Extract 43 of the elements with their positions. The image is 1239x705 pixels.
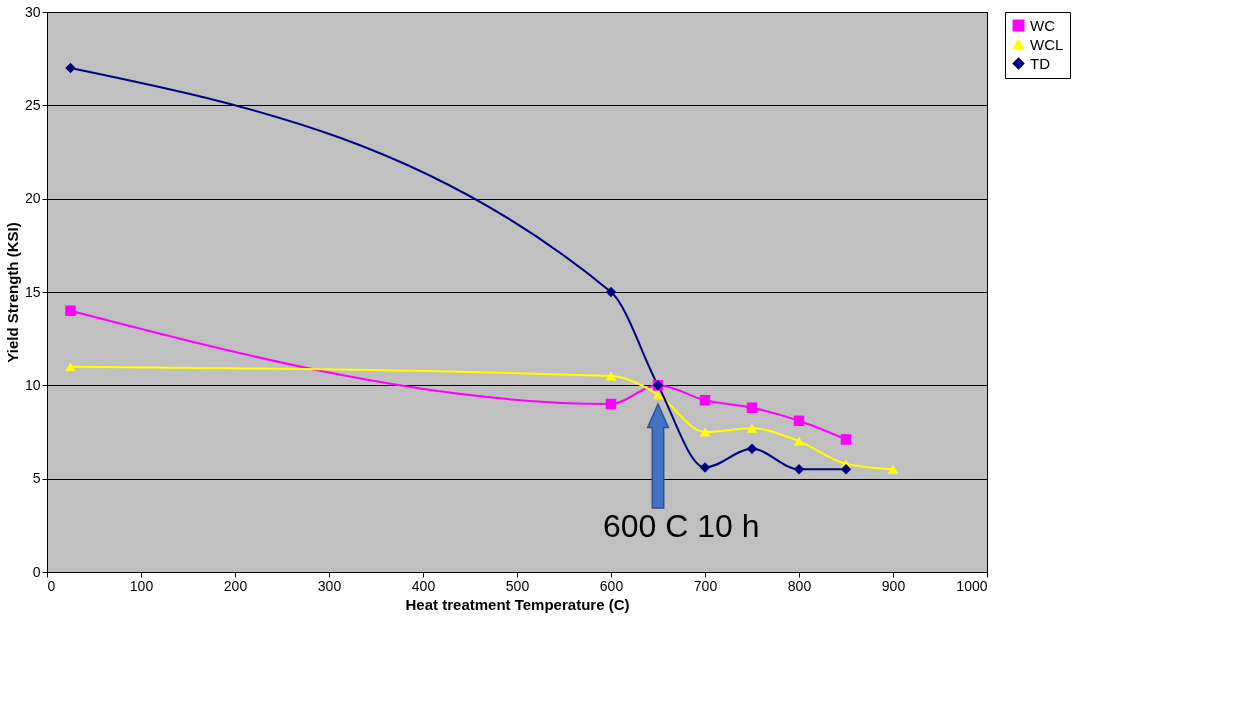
point [840,464,852,475]
point [840,434,852,445]
x-tick-label: 500 [505,577,530,594]
legend-label: WC [1030,16,1056,34]
y-tick-label: 0 [32,563,41,580]
annotation: 600 C 10 h [603,508,760,544]
point [605,286,617,298]
x-tick-label: 600 [599,577,624,594]
x-tick-label: 400 [411,577,436,594]
point [605,371,617,381]
legend-label: TD [1030,54,1051,72]
x-tick-label: 800 [787,577,812,594]
point [793,464,805,475]
point [65,305,76,316]
point [699,427,711,437]
point [605,398,617,410]
point [887,464,899,474]
point [746,443,758,455]
point [65,362,76,372]
y-tick-label: 30 [24,3,41,20]
y-tick-label: 25 [24,96,41,113]
x-axis-title: Heat treatment Temperature (C) [405,595,630,613]
legend-label: WCL [1030,35,1064,53]
x-tick-label: 0 [47,577,56,594]
point [65,62,76,74]
point [652,390,664,400]
x-tick-label: 100 [129,577,154,594]
point [793,436,805,446]
point [746,423,758,433]
x-tick-label: 900 [881,577,906,594]
y-tick-label: 15 [24,283,41,300]
point [793,415,805,427]
point [746,402,758,413]
x-tick-label: 200 [223,577,248,594]
y-tick-label: 5 [32,470,41,487]
y-tick-label: 10 [24,376,41,393]
point [699,462,711,473]
y-tick-label: 20 [24,190,41,207]
x-tick-label: 300 [317,577,342,594]
x-tick-label: 700 [693,577,718,594]
point [699,395,711,406]
x-tick-label: 1000 [956,577,988,594]
y-axis-title: Yield Strength (KSI) [3,222,21,363]
